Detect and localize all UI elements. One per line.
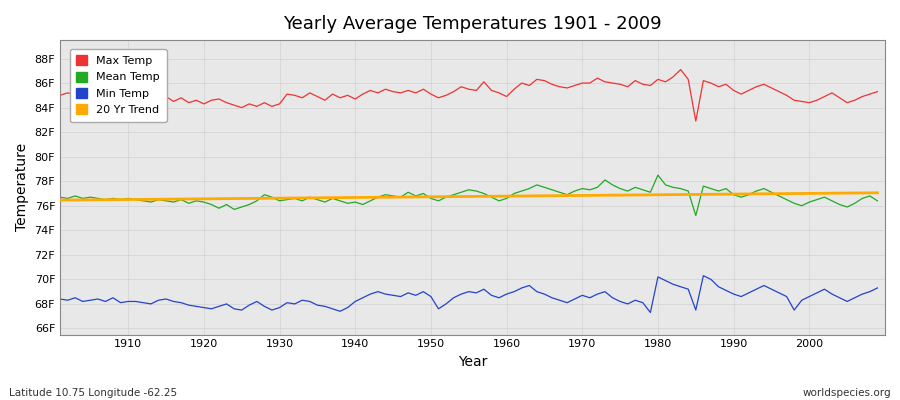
Legend: Max Temp, Mean Temp, Min Temp, 20 Yr Trend: Max Temp, Mean Temp, Min Temp, 20 Yr Tre… — [69, 49, 166, 122]
Text: Latitude 10.75 Longitude -62.25: Latitude 10.75 Longitude -62.25 — [9, 388, 177, 398]
Title: Yearly Average Temperatures 1901 - 2009: Yearly Average Temperatures 1901 - 2009 — [284, 15, 662, 33]
X-axis label: Year: Year — [458, 355, 487, 369]
Y-axis label: Temperature: Temperature — [15, 143, 29, 232]
Text: worldspecies.org: worldspecies.org — [803, 388, 891, 398]
